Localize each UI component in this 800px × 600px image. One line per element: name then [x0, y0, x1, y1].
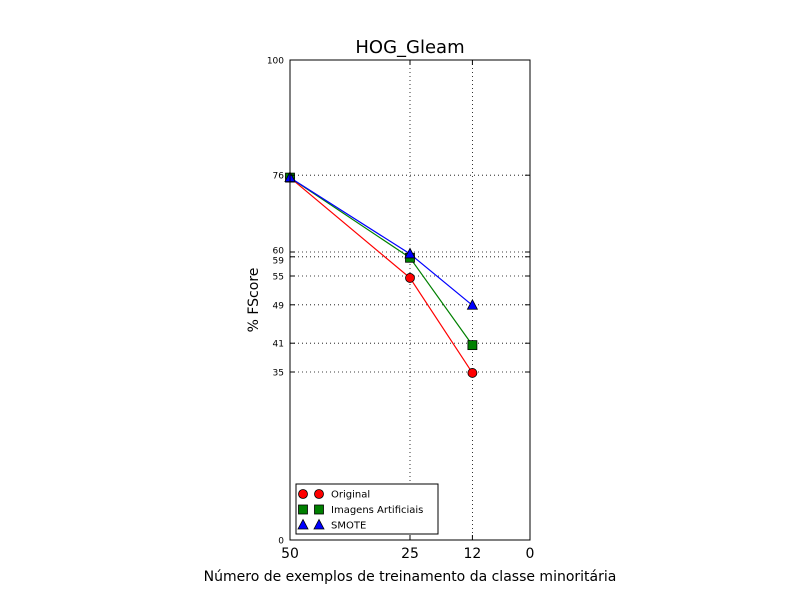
grid-lines	[289, 59, 531, 541]
x-axis-label: Número de exemplos de treinamento da cla…	[204, 569, 617, 585]
y-axis-label: % FScore	[246, 268, 262, 333]
y-tick-label: 76	[273, 172, 285, 182]
y-tick-label: 49	[273, 301, 285, 311]
y-tick-label: 41	[273, 340, 284, 350]
legend: Original Imagens Artificiais SMOTE	[295, 483, 439, 535]
x-tick-label: 50	[281, 546, 299, 562]
y-tick-label: 100	[267, 57, 284, 67]
legend-marker-imagens-artificiais	[298, 504, 308, 515]
x-tick-label: 12	[463, 546, 481, 562]
data-point-original	[405, 273, 415, 283]
legend-marker-smote	[297, 518, 309, 530]
y-tick-label: 55	[273, 273, 284, 283]
data-point-original	[467, 368, 478, 378]
legend-label-original: Original	[331, 490, 370, 501]
series-line-smote	[289, 177, 473, 306]
legend-marker-original	[314, 489, 324, 499]
chart-title: HOG_Gleam	[355, 37, 464, 58]
y-tick-label: 60	[273, 247, 285, 257]
data-point-smote	[466, 298, 479, 310]
legend-marker-original	[298, 489, 308, 499]
series-line-imagens-artificiais	[289, 177, 473, 346]
series-layer	[284, 171, 479, 378]
y-tick-label: 59	[273, 256, 285, 266]
y-tick-label: 0	[278, 537, 284, 547]
x-tick-label: 0	[526, 546, 535, 562]
series-line-original	[289, 177, 473, 374]
x-tick-label: 25	[401, 546, 419, 562]
data-point-imagens-artificiais	[467, 340, 478, 351]
y-tick-label: 35	[273, 369, 284, 379]
legend-marker-smote	[313, 518, 325, 530]
legend-marker-imagens-artificiais	[314, 504, 324, 515]
legend-label-imagens-artificiais: Imagens Artificiais	[331, 505, 423, 516]
data-point-smote	[404, 247, 416, 259]
legend-label-smote: SMOTE	[331, 521, 366, 532]
